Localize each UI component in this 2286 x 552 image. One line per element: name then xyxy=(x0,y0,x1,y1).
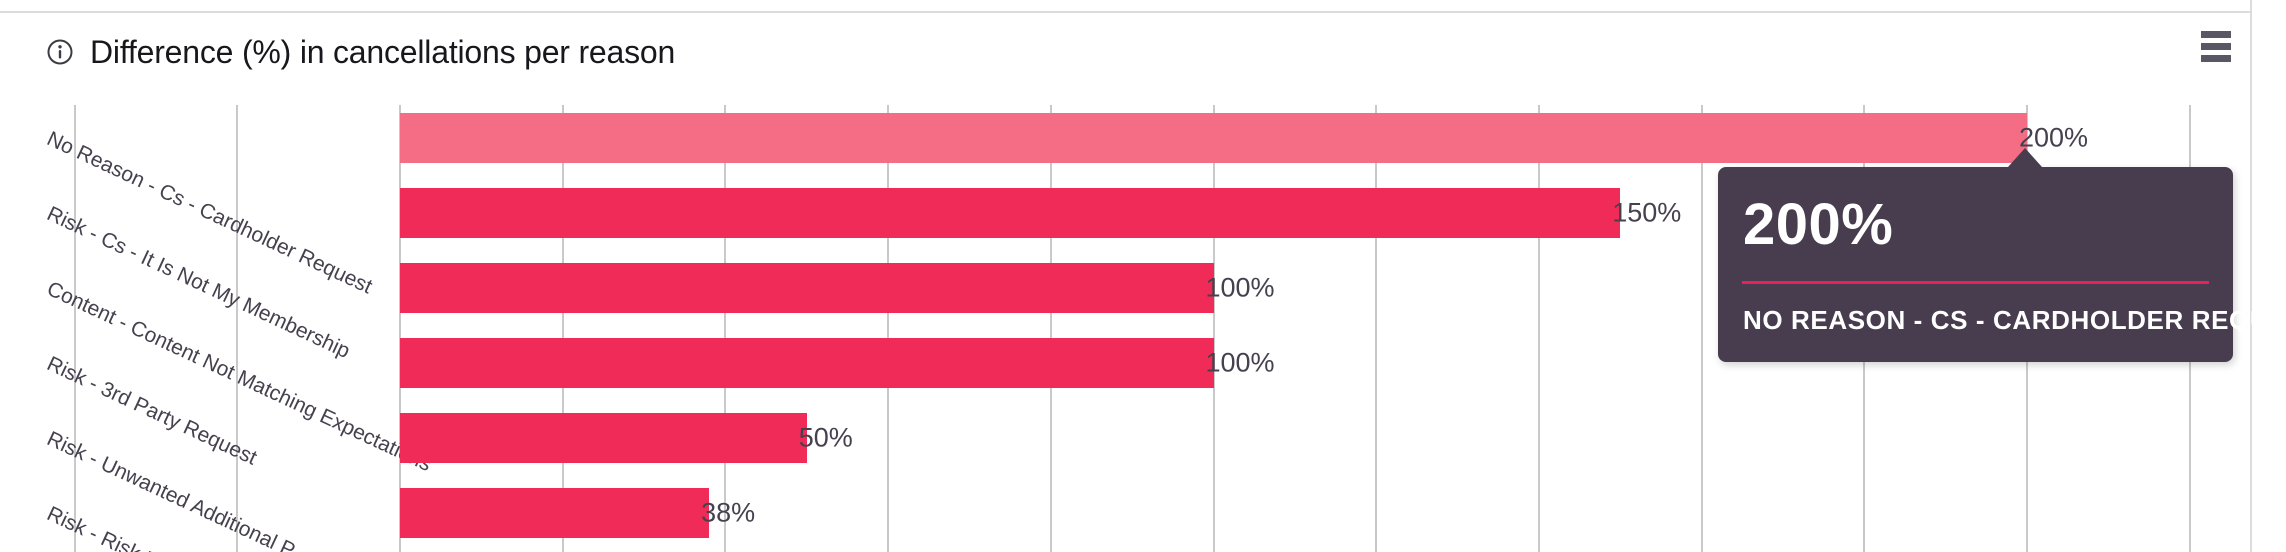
gridline-60% xyxy=(887,105,890,552)
info-icon[interactable] xyxy=(47,39,73,65)
category-label: Risk - Cs - It Is Not My Membership xyxy=(43,202,354,364)
card-top-border xyxy=(0,11,2251,13)
chart-title: Difference (%) in cancellations per reas… xyxy=(90,33,676,70)
value-label: 200% xyxy=(2019,122,2089,153)
bar-2[interactable] xyxy=(400,188,1620,238)
bar-5[interactable] xyxy=(400,413,807,463)
gridline--40% xyxy=(73,105,76,552)
gridline-80% xyxy=(1049,105,1052,552)
tooltip: 200% NO REASON - CS - CARDHOLDER REQUEST xyxy=(1718,148,2286,362)
gridline-40% xyxy=(724,105,727,552)
value-label: 100% xyxy=(1205,347,1275,378)
tooltip-divider xyxy=(1742,281,2209,284)
bar-3[interactable] xyxy=(400,263,1214,313)
gridline-100% xyxy=(1212,105,1215,552)
category-label: Risk - Risk R xyxy=(43,502,164,552)
chart-header: Difference (%) in cancellations per reas… xyxy=(47,30,675,74)
hamburger-bar xyxy=(2201,55,2231,62)
tooltip-value: 200% xyxy=(1743,192,1894,257)
gridline-20% xyxy=(561,105,564,552)
gridline-120% xyxy=(1375,105,1378,552)
hamburger-bar xyxy=(2201,43,2231,50)
gridline--20% xyxy=(236,105,239,552)
tooltip-caret-icon xyxy=(2008,148,2042,167)
value-label: 100% xyxy=(1205,272,1275,303)
gridline-140% xyxy=(1537,105,1540,552)
value-label: 150% xyxy=(1612,197,1682,228)
tooltip-category-label: NO REASON - CS - CARDHOLDER REQUEST xyxy=(1743,305,2286,335)
category-label: No Reason - Cs - Cardholder Request xyxy=(43,127,376,299)
value-label: 50% xyxy=(798,422,853,453)
bar-4[interactable] xyxy=(400,338,1214,388)
bar-6[interactable] xyxy=(400,488,709,538)
hamburger-bar xyxy=(2201,31,2231,38)
gridline-0% xyxy=(399,105,401,552)
bar-1[interactable] xyxy=(400,113,2027,163)
gridline-160% xyxy=(1700,105,1703,552)
hamburger-menu-icon[interactable] xyxy=(2201,31,2231,62)
value-label: 38% xyxy=(701,497,756,528)
card-right-border xyxy=(2250,0,2252,552)
